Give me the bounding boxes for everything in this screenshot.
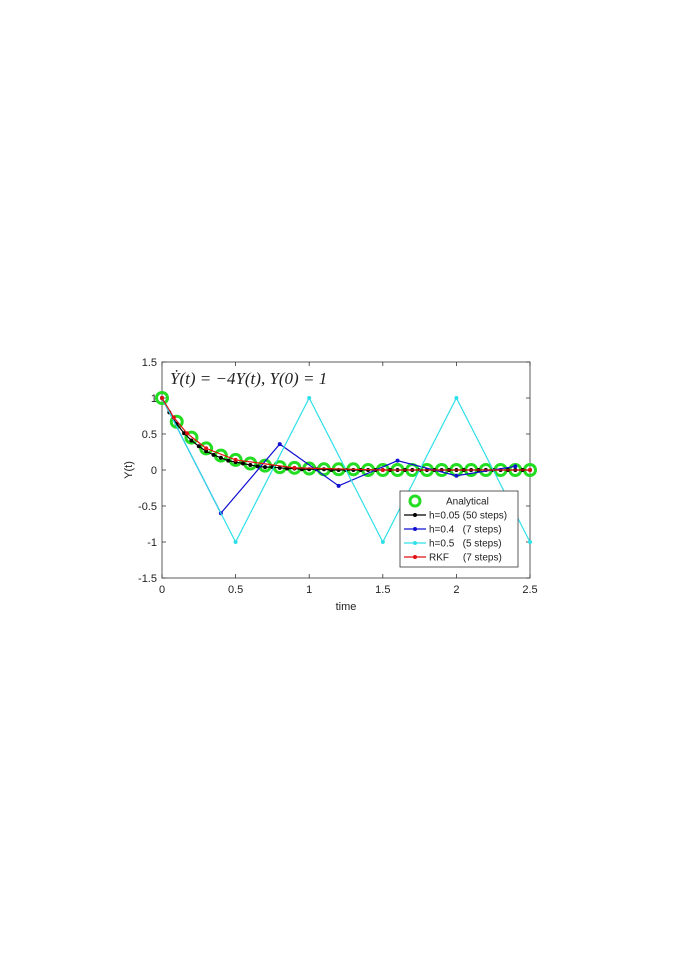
legend-marker bbox=[413, 541, 417, 545]
data-point bbox=[528, 540, 532, 544]
data-point bbox=[351, 468, 356, 472]
data-point bbox=[184, 430, 199, 445]
data-point bbox=[171, 415, 176, 420]
legend-label: h=0.4 (7 steps) bbox=[429, 525, 502, 536]
data-point bbox=[233, 540, 238, 544]
data-point bbox=[454, 473, 459, 478]
data-point bbox=[182, 431, 187, 436]
data-point bbox=[277, 465, 282, 470]
series-line bbox=[161, 396, 531, 544]
y-tick-label: -0.5 bbox=[138, 501, 157, 513]
y-tick-label: 1 bbox=[151, 393, 157, 405]
data-point bbox=[380, 468, 385, 472]
data-point bbox=[513, 464, 518, 469]
y-tick-label: 0 bbox=[151, 465, 157, 477]
data-point bbox=[185, 431, 190, 436]
data-point bbox=[263, 465, 268, 470]
data-point bbox=[307, 396, 312, 400]
data-point bbox=[204, 446, 209, 451]
y-tick-label: -1 bbox=[147, 537, 157, 549]
y-tick-label: 0.5 bbox=[142, 429, 157, 441]
legend-label: h=0.05 (50 steps) bbox=[429, 511, 507, 522]
data-point bbox=[255, 464, 260, 469]
legend-label: h=0.5 (5 steps) bbox=[429, 539, 502, 550]
legend-marker bbox=[413, 527, 417, 531]
data-point bbox=[321, 467, 326, 472]
data-point bbox=[204, 449, 209, 454]
y-axis-label: Y(t) bbox=[123, 461, 135, 479]
x-tick-label: 0.5 bbox=[228, 584, 243, 596]
x-tick-label: 2.5 bbox=[522, 584, 537, 596]
data-point bbox=[233, 457, 238, 462]
data-point bbox=[189, 438, 194, 443]
y-tick-label: 1.5 bbox=[142, 357, 157, 369]
data-point bbox=[211, 452, 216, 457]
data-point bbox=[155, 391, 169, 405]
data-point bbox=[226, 458, 231, 463]
data-point bbox=[196, 444, 201, 449]
x-tick-label: 1 bbox=[306, 584, 312, 596]
legend-label: Analytical bbox=[446, 497, 489, 508]
data-point bbox=[454, 396, 459, 400]
series-line bbox=[161, 397, 530, 471]
data-point bbox=[528, 468, 532, 472]
legend-marker bbox=[413, 513, 417, 517]
data-point bbox=[248, 462, 253, 467]
data-point bbox=[240, 461, 245, 466]
legend-marker bbox=[413, 555, 417, 559]
data-point bbox=[160, 396, 164, 400]
x-axis-label: time bbox=[336, 601, 357, 613]
legend-label: RKF (7 steps) bbox=[429, 553, 502, 564]
data-point bbox=[292, 465, 297, 470]
data-point bbox=[277, 442, 282, 447]
annotation: Ẏ(t) = −4Y(t), Y(0) = 1 bbox=[170, 369, 327, 388]
data-point bbox=[395, 458, 400, 463]
legend: Analytical h=0.05 (50 steps) h=0.4 (7 step… bbox=[399, 490, 519, 568]
y-tick-label: -1.5 bbox=[138, 573, 157, 585]
x-tick-label: 1.5 bbox=[375, 584, 390, 596]
legend-marker bbox=[408, 494, 422, 508]
data-point bbox=[380, 540, 385, 544]
data-point bbox=[199, 441, 214, 456]
x-tick-label: 2 bbox=[453, 584, 459, 596]
x-tick-label: 0 bbox=[159, 584, 165, 596]
data-point bbox=[218, 455, 223, 460]
data-point bbox=[336, 483, 341, 488]
